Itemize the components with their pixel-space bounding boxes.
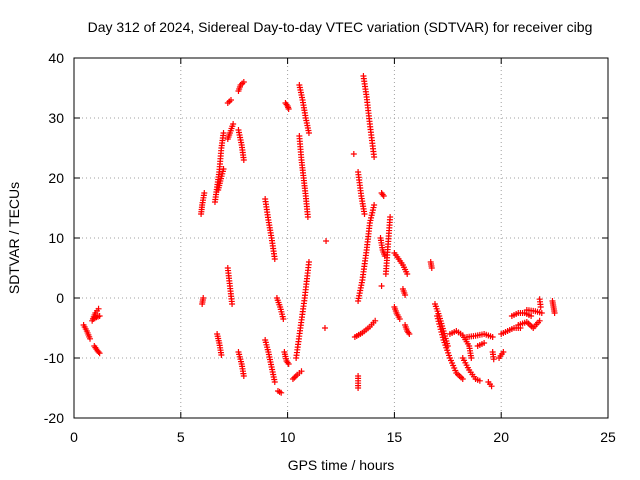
data-point [305, 259, 312, 265]
data-point [220, 130, 227, 136]
data-point [285, 106, 292, 112]
x-axis-label: GPS time / hours [288, 457, 395, 473]
data-point [230, 121, 237, 127]
y-tick-label: 20 [48, 170, 64, 186]
x-tick-label: 0 [70, 429, 78, 445]
data-point [227, 97, 234, 103]
data-point [387, 214, 394, 220]
y-tick-label: -20 [44, 410, 64, 426]
data-point [500, 349, 507, 355]
data-point [240, 79, 247, 85]
y-axis-label: SDTVAR / TECUs [6, 182, 22, 294]
data-point [437, 326, 444, 333]
data-point [439, 334, 446, 341]
data-point [406, 331, 413, 337]
data-point [298, 368, 305, 375]
data-point [436, 323, 443, 330]
data-point [220, 166, 227, 172]
data-point [96, 350, 103, 357]
y-tick-label: 40 [48, 50, 64, 66]
data-point [435, 318, 442, 325]
data-point [396, 316, 403, 322]
data-point [271, 256, 278, 262]
data-point [438, 329, 445, 335]
y-tick-label: 30 [48, 110, 64, 126]
y-tick-label: 0 [56, 290, 64, 306]
data-point [278, 389, 285, 396]
data-point [428, 265, 435, 271]
data-point [536, 317, 543, 324]
data-point [537, 304, 544, 310]
y-tick-label: 10 [48, 230, 64, 246]
data-point [551, 310, 558, 316]
data-point [323, 238, 330, 244]
data-point [280, 316, 287, 322]
data-point [291, 374, 298, 381]
data-point [321, 325, 328, 331]
data-point [538, 310, 545, 316]
data-point [439, 331, 446, 338]
data-point [96, 313, 103, 319]
data-markers [80, 73, 558, 396]
data-point [459, 376, 466, 382]
data-point [229, 301, 236, 307]
grid-lines [74, 58, 608, 418]
x-tick-label: 15 [387, 429, 403, 445]
data-point [402, 292, 409, 298]
data-point [304, 214, 311, 220]
chart-title: Day 312 of 2024, Sidereal Day-to-day VTE… [88, 19, 593, 35]
data-point [240, 373, 247, 379]
data-point [371, 202, 378, 208]
x-tick-label: 10 [280, 429, 296, 445]
data-point [305, 130, 312, 136]
data-point [361, 211, 368, 217]
data-point [285, 361, 292, 367]
data-point [355, 385, 362, 391]
data-point [240, 157, 247, 163]
data-point [468, 355, 475, 361]
x-tick-label: 5 [177, 429, 185, 445]
x-tick-label: 20 [493, 429, 509, 445]
data-point [436, 321, 443, 327]
axis-ticks: 0 5 10 15 20 25 -20 -10 0 10 20 30 40 [44, 50, 616, 445]
data-point [87, 335, 94, 342]
data-point [372, 317, 379, 324]
data-point [200, 295, 207, 301]
data-point [271, 379, 278, 385]
data-point [350, 151, 357, 157]
data-point [490, 356, 497, 363]
data-point [434, 313, 441, 319]
data-point [489, 334, 496, 340]
data-point [292, 373, 299, 380]
y-tick-label: -10 [44, 350, 64, 366]
data-point [434, 315, 441, 322]
x-tick-label: 25 [600, 429, 616, 445]
data-point [481, 340, 488, 346]
data-point [528, 313, 535, 319]
data-point [218, 352, 225, 358]
data-point [95, 349, 102, 355]
data-point [380, 193, 387, 199]
data-point [476, 377, 483, 384]
data-point [488, 383, 495, 390]
data-point [371, 154, 378, 160]
data-point [289, 376, 296, 382]
data-point [404, 271, 411, 277]
data-point [378, 283, 385, 289]
data-point [201, 190, 208, 196]
data-point [95, 305, 102, 312]
